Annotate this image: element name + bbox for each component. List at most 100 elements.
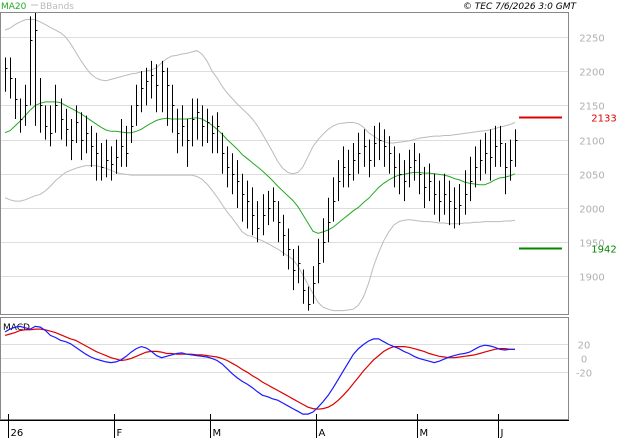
copyright-stamp: © TEC 7/6/2026 3:0 GMT bbox=[463, 2, 578, 12]
ohlc-bar bbox=[116, 139, 119, 174]
ohlc-bar bbox=[232, 153, 235, 195]
ohlc-bar bbox=[434, 173, 437, 215]
ohlc-bar bbox=[30, 16, 33, 106]
ohlc-bar bbox=[217, 112, 220, 154]
ohlc-bar bbox=[495, 125, 498, 167]
ohlc-bar bbox=[263, 194, 266, 236]
ohlc-bar bbox=[167, 67, 170, 126]
macd-line bbox=[4, 325, 515, 415]
ohlc-bar bbox=[86, 115, 89, 154]
ohlc-bar bbox=[40, 78, 43, 133]
x-tick-label: A bbox=[319, 428, 326, 439]
price-tick-label: 1900 bbox=[579, 273, 604, 284]
ohlc-bar bbox=[96, 132, 99, 181]
ohlc-bar bbox=[192, 98, 195, 147]
ohlc-bar bbox=[444, 173, 447, 215]
macd-panel: MACD 20 0 -20 bbox=[0, 317, 592, 420]
ohlc-bar bbox=[419, 153, 422, 195]
ohlc-bar bbox=[141, 71, 144, 113]
macd-y-axis: 20 0 -20 bbox=[576, 341, 592, 380]
ohlc-bar bbox=[25, 84, 28, 126]
support-level-label: 1942 bbox=[591, 245, 616, 256]
ohlc-bar bbox=[187, 119, 190, 167]
ohlc-bar bbox=[338, 160, 341, 202]
ohlc-bar bbox=[177, 108, 180, 154]
price-tick-label: 1950 bbox=[579, 239, 604, 250]
ohlc-bar bbox=[66, 108, 69, 147]
ohlc-bar bbox=[202, 105, 205, 147]
macd-tick-label: -20 bbox=[576, 369, 592, 380]
legend-bbands: BBands bbox=[40, 2, 74, 12]
ohlc-bar bbox=[15, 78, 18, 119]
ohlc-bar bbox=[323, 218, 326, 263]
ohlc-bar bbox=[490, 129, 493, 181]
ohlc-bar bbox=[162, 60, 165, 113]
x-axis: 26 F M A M J bbox=[0, 414, 569, 439]
ohlc-bar bbox=[293, 249, 296, 291]
ohlc-bar bbox=[151, 60, 154, 99]
ohlc-bar bbox=[227, 146, 230, 188]
macd-title: MACD bbox=[3, 323, 30, 333]
x-tick-label: M bbox=[420, 428, 429, 439]
ohlc-bar bbox=[369, 139, 372, 178]
ohlc-bar bbox=[318, 238, 321, 284]
ma20-polyline bbox=[4, 101, 516, 234]
ohlc-bar bbox=[101, 143, 104, 181]
ohlc-bar bbox=[106, 139, 109, 178]
bband-lower-line bbox=[4, 165, 516, 312]
ohlc-bar bbox=[45, 105, 48, 140]
ohlc-bar bbox=[374, 125, 377, 167]
price-tick-label: 2000 bbox=[579, 205, 604, 216]
ohlc-bar bbox=[379, 122, 382, 161]
ohlc-bar bbox=[313, 266, 316, 304]
ohlc-bar bbox=[485, 132, 488, 174]
bollinger-bands bbox=[4, 18, 516, 312]
price-tick-label: 2250 bbox=[579, 34, 604, 45]
legend-ma20: MA20 bbox=[1, 2, 27, 12]
ohlc-bar bbox=[76, 105, 79, 143]
price-panel-frame bbox=[0, 12, 569, 315]
x-tick-label: M bbox=[213, 428, 222, 439]
ohlc-bar bbox=[298, 245, 301, 284]
ohlc-bar bbox=[55, 84, 58, 133]
header: MA20 BBands © TEC 7/6/2026 3:0 GMT bbox=[1, 2, 577, 12]
ohlc-bar bbox=[348, 149, 351, 188]
price-tick-label: 2100 bbox=[579, 137, 604, 148]
ohlc-bar bbox=[454, 187, 457, 229]
ohlc-bar bbox=[207, 108, 210, 143]
ohlc-bar bbox=[429, 163, 432, 202]
ohlc-bar bbox=[303, 269, 306, 304]
ohlc-bar bbox=[409, 149, 412, 188]
ohlc-bar bbox=[475, 146, 478, 188]
ma20-line bbox=[4, 101, 516, 234]
ohlc-bar bbox=[449, 180, 452, 226]
ohlc-bar bbox=[212, 115, 215, 154]
macd-tick-label: 0 bbox=[581, 355, 587, 366]
price-tick-label: 2050 bbox=[579, 171, 604, 182]
bband-upper-line bbox=[4, 18, 516, 175]
ohlc-bar bbox=[288, 228, 291, 270]
ohlc-bar bbox=[394, 146, 397, 188]
ohlc-bar bbox=[182, 105, 185, 147]
ohlc-bar bbox=[71, 119, 74, 161]
x-tick-label: J bbox=[500, 428, 504, 439]
ohlc-bar bbox=[343, 146, 346, 188]
ohlc-bar bbox=[146, 67, 149, 106]
ohlc-bar bbox=[333, 177, 336, 222]
macd-lines bbox=[4, 325, 515, 415]
x-tick-label: 26 bbox=[11, 428, 24, 439]
ohlc-bar bbox=[247, 180, 250, 229]
ohlc-bar bbox=[91, 125, 94, 167]
ohlc-bar bbox=[505, 143, 508, 195]
ohlc-bar bbox=[50, 105, 53, 147]
price-grid bbox=[1, 37, 568, 277]
ohlc-bar bbox=[424, 166, 427, 208]
ohlc-bar bbox=[500, 125, 503, 167]
ohlc-bar bbox=[283, 214, 286, 256]
ohlc-bar bbox=[81, 112, 84, 161]
ohlc-bar bbox=[328, 197, 331, 243]
ohlc-bar bbox=[156, 64, 159, 113]
ohlc-bar bbox=[111, 146, 114, 181]
ohlc-bar bbox=[389, 136, 392, 174]
